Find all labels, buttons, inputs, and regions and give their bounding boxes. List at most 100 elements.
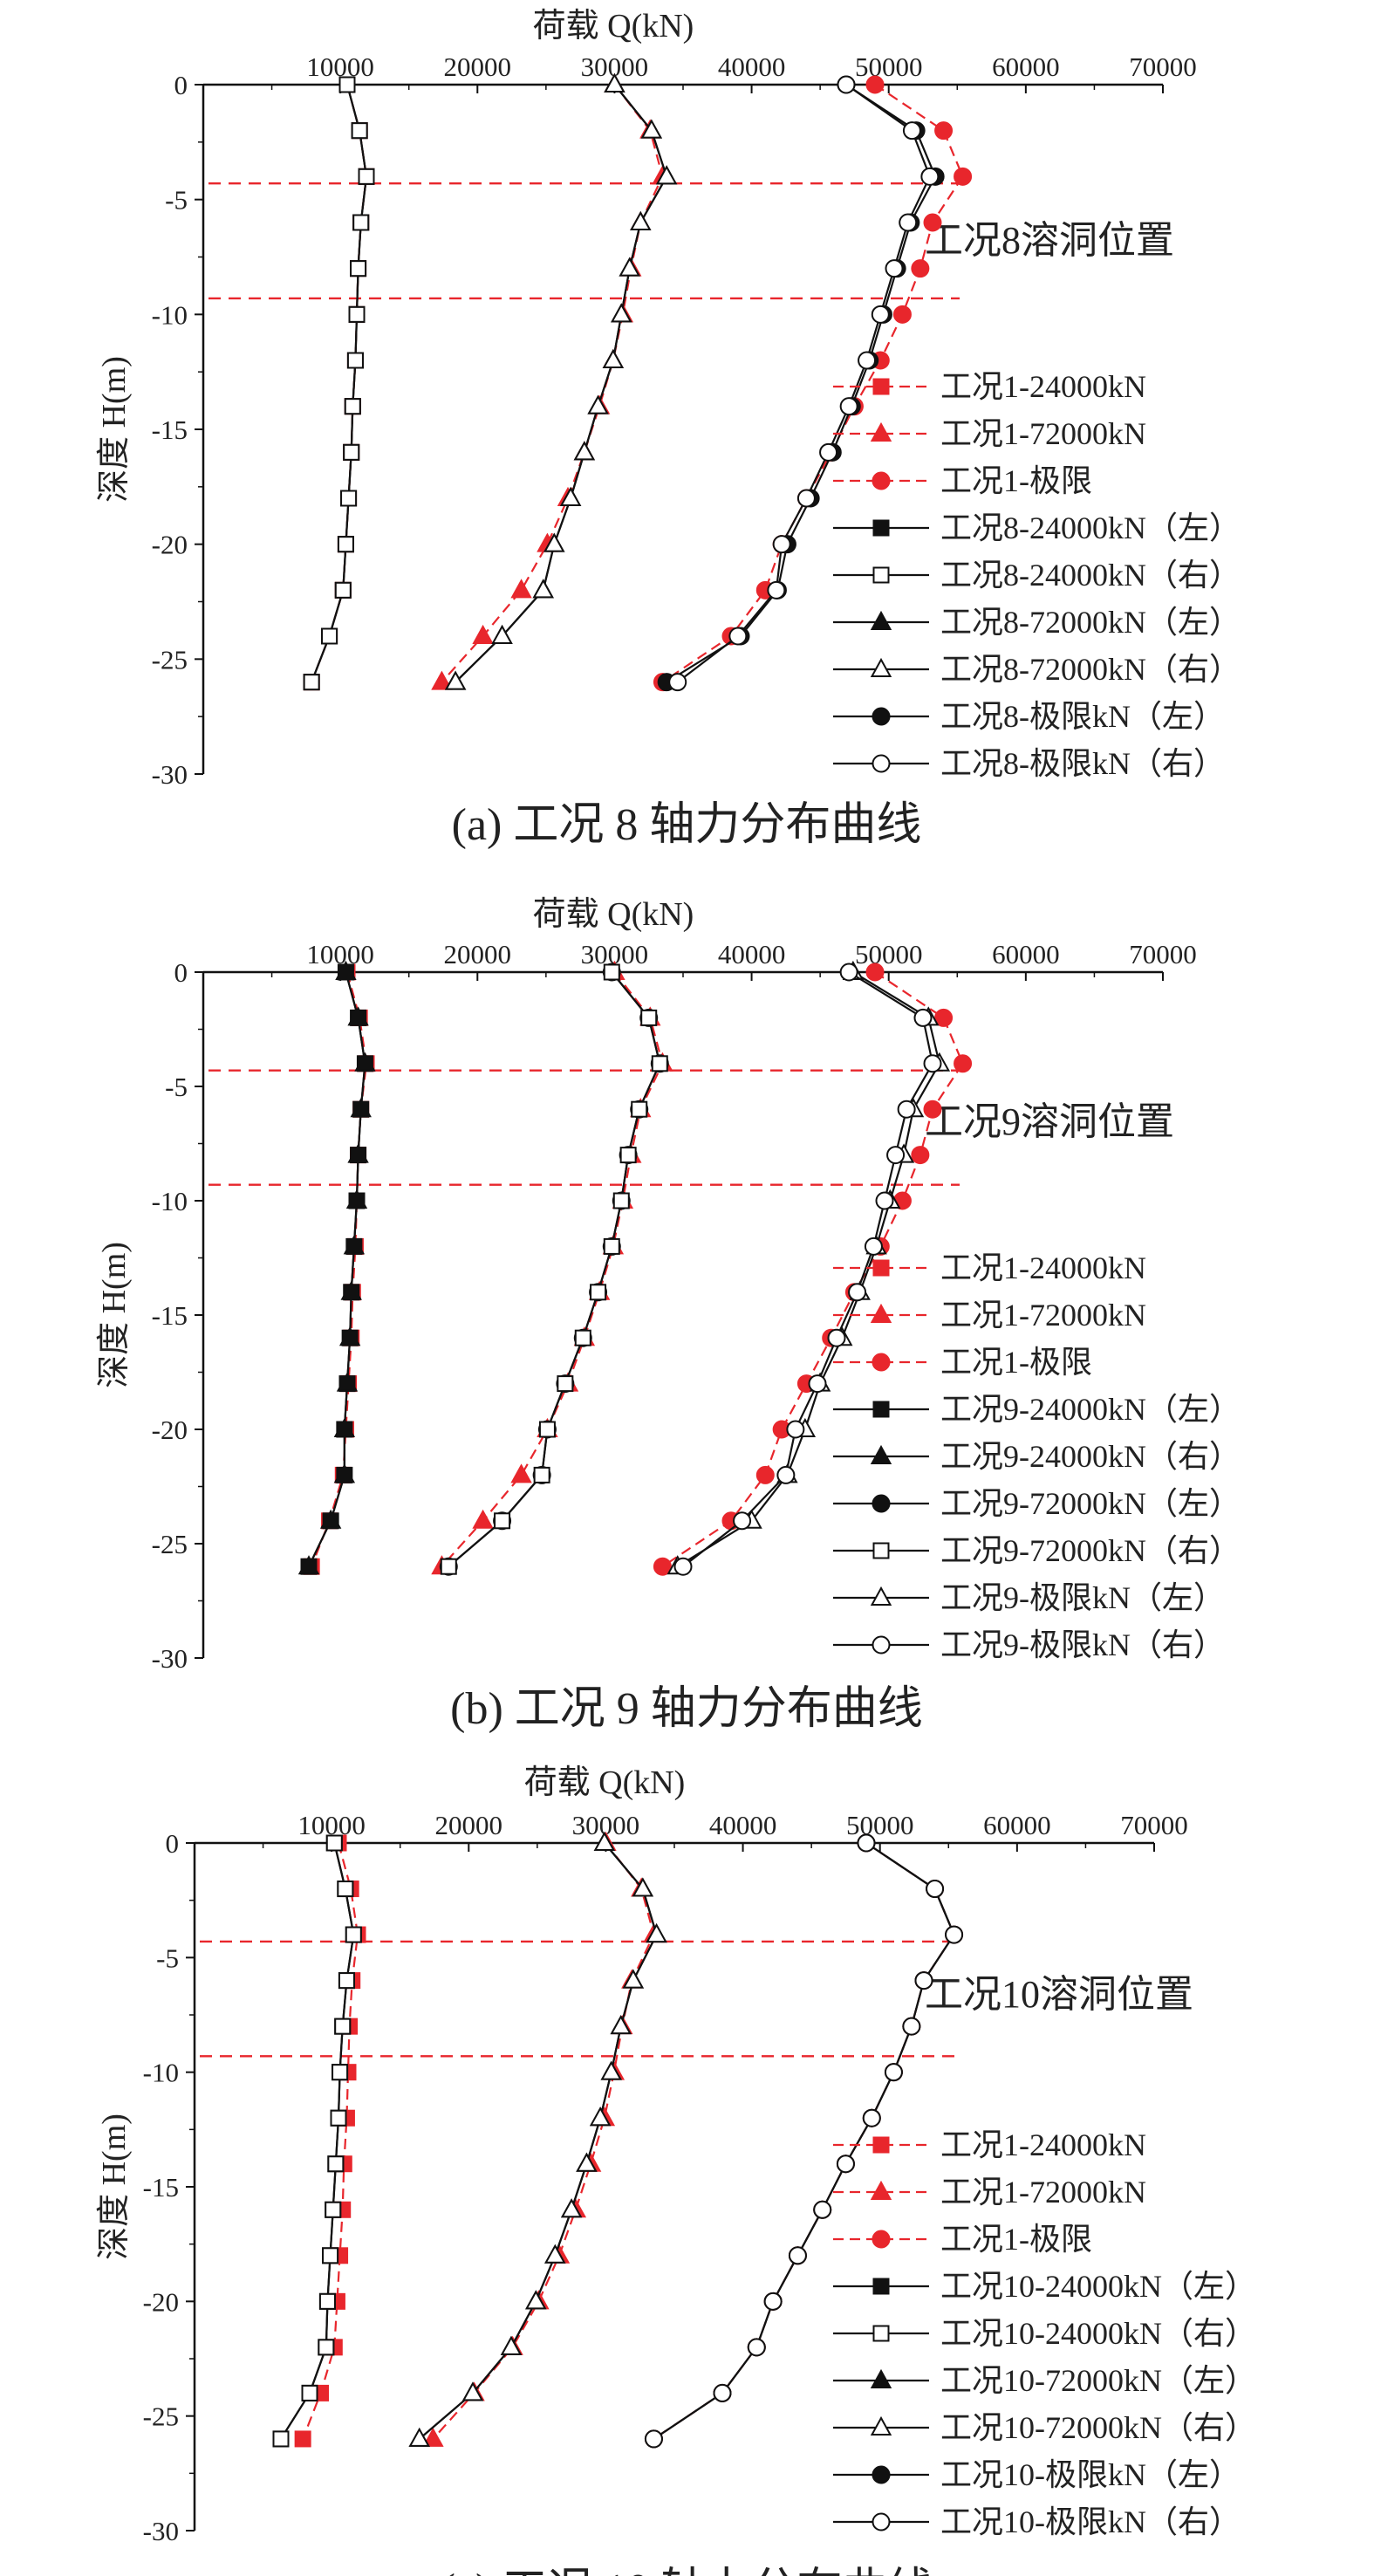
series-point — [926, 1880, 945, 1899]
series-point — [301, 2384, 318, 2401]
series-point — [343, 1235, 366, 1255]
series-point — [559, 486, 582, 506]
y-tick-label: -5 — [156, 1942, 179, 1973]
series-point — [593, 1831, 616, 1851]
series-line — [653, 1842, 955, 2440]
series-point — [510, 1463, 532, 1483]
series-point — [644, 2429, 663, 2449]
y-tick-label: -20 — [152, 530, 188, 560]
legend-label: 工况1-极限 — [940, 463, 1092, 498]
series-point — [668, 673, 687, 692]
legend-label: 工况10-24000kN（右） — [940, 2316, 1256, 2351]
legend-label: 工况8-24000kN（右） — [940, 558, 1241, 593]
x-tick-label: 50000 — [855, 51, 923, 82]
series-point — [440, 1558, 457, 1575]
figure-caption: (c) 工况 10 轴力分布曲线 — [441, 2566, 933, 2576]
series-point — [622, 1969, 645, 1989]
series-point — [347, 1006, 369, 1026]
series-point — [776, 1465, 796, 1484]
series-point — [602, 348, 625, 368]
series-point — [788, 2246, 807, 2265]
legend-label: 工况1-24000kN — [940, 369, 1146, 404]
legend-label: 工况8-72000kN（左） — [940, 605, 1241, 640]
series-point — [600, 2060, 622, 2080]
series-point — [619, 1147, 637, 1164]
x-axis-title: 荷载 Q(kN) — [533, 8, 694, 45]
legend-label: 工况1-72000kN — [940, 1298, 1146, 1333]
y-axis-title: 深度 H(m) — [96, 2114, 133, 2260]
x-tick-label: 60000 — [983, 1810, 1051, 1840]
series-point — [763, 2292, 783, 2311]
series-point — [576, 2152, 598, 2172]
series-point — [322, 2247, 339, 2264]
y-tick-label: 0 — [174, 70, 188, 100]
series-point — [338, 1972, 355, 1990]
series-point — [796, 489, 816, 508]
legend-label: 工况9-24000kN（左） — [940, 1392, 1241, 1427]
x-tick-label: 60000 — [992, 51, 1060, 82]
series-point — [543, 532, 565, 552]
legend-label: 工况9-24000kN（右） — [940, 1439, 1241, 1474]
series-point — [954, 167, 973, 186]
series-point — [911, 259, 930, 278]
legend-marker — [870, 657, 892, 677]
legend-marker — [872, 519, 890, 537]
series-point — [871, 305, 890, 324]
y-axis-title: 深度 H(m) — [96, 1242, 133, 1388]
series-line — [432, 1842, 655, 2440]
legend-marker — [870, 610, 892, 630]
series-point — [640, 119, 663, 139]
legend-marker — [870, 421, 892, 442]
x-tick-label: 50000 — [855, 939, 923, 969]
series-point — [294, 2430, 311, 2448]
chart-panel-1: 10000 20000 30000 40000 50000 60000 700000-5-1… — [96, 896, 1241, 1734]
x-tick-label: 70000 — [1129, 51, 1197, 82]
series-point — [338, 76, 356, 93]
x-tick-label: 70000 — [1120, 1810, 1188, 1840]
series-point — [837, 75, 856, 94]
legend-label: 工况9-极限kN（左） — [940, 1580, 1225, 1615]
y-tick-label: 0 — [174, 957, 188, 988]
series-point — [651, 1055, 668, 1072]
series-line — [653, 1842, 955, 2440]
cave-label: 工况8溶洞位置 — [925, 219, 1174, 262]
legend-label: 工况9-72000kN（右） — [940, 1533, 1241, 1568]
y-tick-label: 0 — [166, 1828, 180, 1859]
series-point — [494, 1512, 511, 1530]
legend-marker — [872, 754, 891, 773]
series-point — [334, 2018, 352, 2035]
series-point — [902, 2017, 921, 2036]
series-point — [813, 2200, 832, 2219]
series-line — [455, 84, 668, 683]
series-point — [337, 536, 354, 553]
series-point — [422, 2427, 444, 2447]
series-point — [338, 1326, 361, 1346]
series-line — [677, 971, 941, 1568]
figure-caption: (a) 工况 8 轴力分布曲线 — [452, 800, 922, 850]
series-point — [532, 579, 554, 599]
legend-marker — [870, 1444, 892, 1464]
x-tick-label: 20000 — [444, 939, 512, 969]
y-tick-label: -30 — [152, 1643, 188, 1674]
series-point — [325, 1834, 343, 1852]
series-point — [352, 214, 370, 231]
series-point — [336, 1372, 359, 1392]
series-point — [767, 580, 786, 599]
x-tick-label: 40000 — [718, 939, 786, 969]
series-line — [280, 1842, 355, 2440]
legend-label: 工况10-72000kN（右） — [940, 2410, 1256, 2445]
series-point — [655, 165, 678, 185]
x-axis-title: 荷载 Q(kN) — [533, 896, 694, 933]
legend-marker — [872, 1542, 890, 1559]
chart-panel-0: 10000 20000 30000 40000 50000 60000 700000-5-1… — [96, 8, 1241, 850]
series-point — [786, 1420, 805, 1439]
legend-label: 工况10-极限kN（左） — [940, 2457, 1241, 2492]
legend-marker — [870, 1303, 892, 1323]
series-point — [500, 2335, 523, 2355]
legend-label: 工况10-24000kN（左） — [940, 2269, 1256, 2304]
legend-label: 工况10-72000kN（左） — [940, 2363, 1256, 2398]
series-point — [347, 1143, 369, 1163]
series-point — [272, 2430, 290, 2448]
series-point — [325, 2201, 342, 2218]
legend-marker — [872, 378, 890, 395]
